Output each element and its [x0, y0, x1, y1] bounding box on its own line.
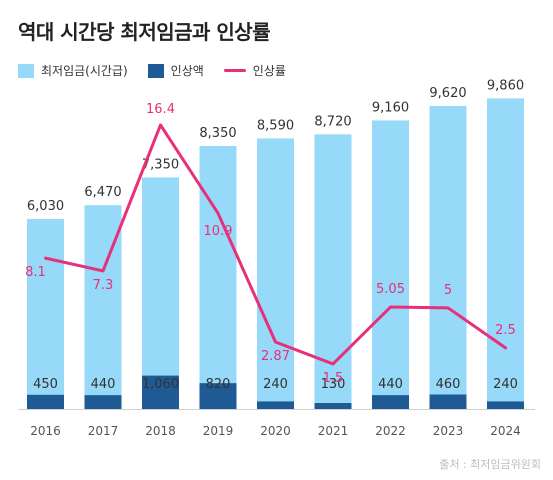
legend-label-rate: 인상률 [252, 64, 286, 78]
legend-item-rate: 인상률 [223, 62, 286, 79]
legend-label-wage: 최저임금(시간급) [41, 64, 128, 78]
bar-wage-2021 [314, 134, 352, 409]
bar-increase-2022 [372, 395, 409, 409]
bar-increase-2020 [257, 401, 294, 409]
wage-label-2021: 8,720 [314, 114, 351, 129]
legend-item-wage: 최저임금(시간급) [18, 62, 128, 79]
x-tick-2020: 2020 [260, 424, 291, 438]
bar-wage-2020 [257, 138, 294, 410]
increase-label-2023: 460 [436, 377, 461, 392]
rate-label-2024: 2.5 [495, 323, 516, 338]
bar-wage-2018 [142, 177, 179, 409]
bar-wage-2019 [199, 145, 237, 409]
rate-label-2016: 8.1 [25, 265, 46, 280]
legend-swatch-rate [223, 69, 246, 72]
legend: 최저임금(시간급) 인상액 인상률 [18, 62, 286, 79]
rate-label-2021: 1.5 [323, 371, 344, 386]
wage-label-2022: 9,160 [372, 100, 409, 115]
bar-increase-2018 [142, 375, 179, 409]
bar-wage-2024 [487, 98, 524, 409]
wage-label-2019: 8,350 [199, 126, 236, 141]
bar-wage-2023 [429, 105, 467, 409]
wage-label-2024: 9,860 [487, 78, 524, 93]
wage-label-2020: 8,590 [257, 118, 294, 133]
bar-increase-2017 [84, 395, 122, 409]
increase-label-2024: 240 [493, 377, 518, 392]
bar-increase-2024 [487, 401, 524, 409]
rate-label-2022: 5.05 [376, 282, 405, 297]
x-tick-2017: 2017 [88, 424, 119, 438]
legend-item-increase: 인상액 [147, 62, 204, 79]
wage-label-2017: 6,470 [84, 185, 121, 200]
increase-label-2021: 130 [321, 377, 346, 392]
increase-label-2022: 440 [378, 377, 403, 392]
bar-increase-2023 [429, 394, 467, 409]
increase-label-2019: 820 [206, 377, 231, 392]
legend-label-increase: 인상액 [170, 64, 204, 78]
x-tick-2021: 2021 [318, 424, 349, 438]
source-note: 출처 : 최저임금위원회 [439, 458, 541, 471]
wage-label-2023: 9,620 [429, 86, 466, 101]
x-tick-2023: 2023 [433, 424, 464, 438]
x-tick-2024: 2024 [490, 424, 521, 438]
x-tick-2022: 2022 [375, 424, 406, 438]
increase-label-2020: 240 [263, 377, 288, 392]
increase-label-2018: 1,060 [142, 377, 179, 392]
rate-line [44, 123, 507, 366]
rate-label-2020: 2.87 [261, 349, 290, 364]
bar-wage-2022 [372, 120, 409, 410]
wage-label-2016: 6,030 [27, 199, 64, 214]
rate-label-2019: 10.9 [204, 224, 233, 239]
x-tick-2016: 2016 [30, 424, 61, 438]
rate-label-2017: 7.3 [93, 278, 114, 293]
legend-swatch-wage [18, 63, 34, 78]
bar-increase-2016 [27, 394, 64, 409]
increase-label-2016: 450 [33, 377, 58, 392]
x-tick-2018: 2018 [145, 424, 176, 438]
rate-label-2023: 5 [444, 283, 452, 298]
increase-label-2017: 440 [91, 377, 116, 392]
wage-label-2018: 7,350 [142, 157, 179, 172]
legend-swatch-increase [147, 63, 164, 78]
bar-increase-2019 [199, 383, 237, 409]
chart-title: 역대 시간당 최저임금과 인상률 [18, 20, 271, 44]
x-tick-2019: 2019 [203, 424, 234, 438]
bar-increase-2021 [314, 403, 352, 409]
rate-label-2018: 16.4 [146, 102, 175, 117]
bar-wage-2016 [27, 219, 64, 409]
